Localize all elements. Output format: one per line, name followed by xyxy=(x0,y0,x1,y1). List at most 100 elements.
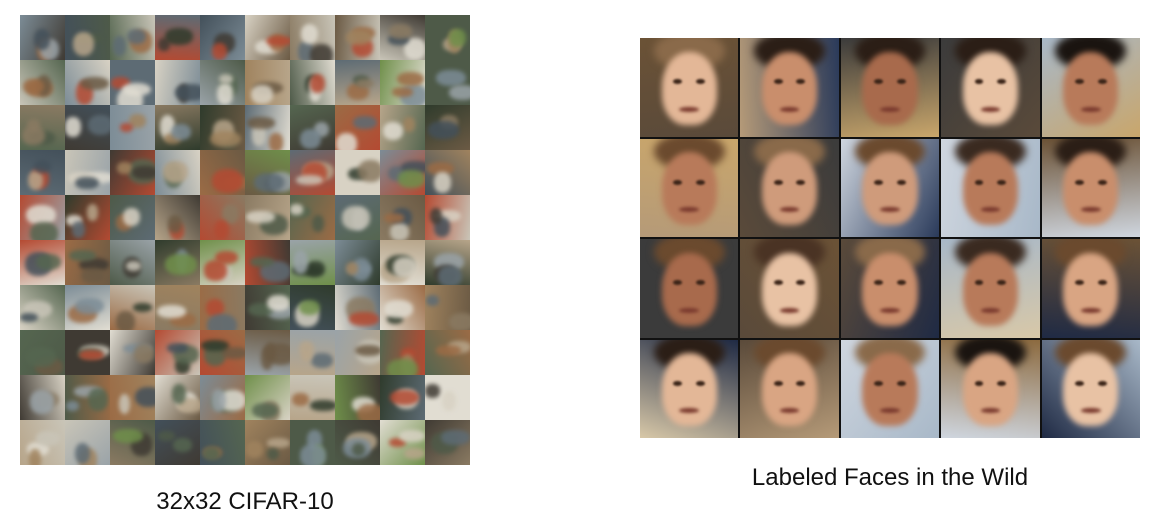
cifar-sample-grid xyxy=(20,15,470,465)
cifar-sample-image xyxy=(245,375,290,420)
lfw-face-image xyxy=(640,38,739,137)
cifar-sample-image xyxy=(110,420,155,465)
cifar-sample-image xyxy=(380,60,425,105)
lfw-face-image xyxy=(941,339,1040,438)
lfw-caption: Labeled Faces in the Wild xyxy=(751,464,1029,491)
cifar-sample-image xyxy=(110,240,155,285)
cifar-sample-image xyxy=(380,420,425,465)
cifar-sample-image xyxy=(335,105,380,150)
cifar-sample-image xyxy=(110,60,155,105)
lfw-face-image xyxy=(941,239,1040,338)
cifar-sample-image xyxy=(155,285,200,330)
cifar-sample-image xyxy=(425,15,470,60)
cifar-sample-image xyxy=(290,240,335,285)
lfw-face-image xyxy=(840,38,940,137)
cifar-sample-image xyxy=(110,15,155,60)
cifar-sample-image xyxy=(20,60,65,105)
lfw-face-image xyxy=(640,239,739,338)
cifar-sample-image xyxy=(335,60,380,105)
lfw-face-image xyxy=(740,38,839,137)
cifar-sample-image xyxy=(20,420,65,465)
cifar-sample-image xyxy=(200,150,245,195)
lfw-face-image xyxy=(1041,138,1140,237)
cifar-sample-image xyxy=(290,285,335,330)
lfw-face-image xyxy=(941,138,1040,237)
cifar-sample-image xyxy=(65,15,110,60)
lfw-face-image xyxy=(640,138,739,237)
cifar-sample-image xyxy=(380,330,425,375)
cifar-sample-image xyxy=(65,195,110,240)
cifar-sample-image xyxy=(380,105,425,150)
cifar-sample-image xyxy=(290,420,335,465)
lfw-face-image xyxy=(740,239,839,338)
lfw-face-image xyxy=(740,339,839,438)
cifar-sample-image xyxy=(245,330,290,375)
cifar-sample-image xyxy=(290,375,335,420)
cifar-sample-image xyxy=(110,285,155,330)
cifar-sample-image xyxy=(425,195,470,240)
cifar-sample-image xyxy=(155,420,200,465)
cifar-sample-image xyxy=(155,60,200,105)
cifar-sample-image xyxy=(245,15,290,60)
cifar-sample-image xyxy=(65,375,110,420)
cifar-sample-image xyxy=(425,375,470,420)
cifar-sample-image xyxy=(110,330,155,375)
cifar-sample-image xyxy=(155,240,200,285)
cifar-sample-image xyxy=(155,330,200,375)
cifar-sample-image xyxy=(200,15,245,60)
cifar-sample-image xyxy=(425,105,470,150)
cifar-sample-image xyxy=(245,150,290,195)
cifar-sample-image xyxy=(110,375,155,420)
cifar-sample-image xyxy=(335,285,380,330)
cifar-sample-image xyxy=(290,150,335,195)
lfw-face-image xyxy=(640,339,739,438)
cifar-sample-image xyxy=(110,195,155,240)
cifar-sample-image xyxy=(65,330,110,375)
cifar-sample-image xyxy=(20,240,65,285)
lfw-face-image xyxy=(1041,239,1140,338)
cifar-sample-image xyxy=(335,15,380,60)
cifar-sample-image xyxy=(65,60,110,105)
cifar-sample-image xyxy=(425,60,470,105)
cifar-sample-image xyxy=(380,150,425,195)
cifar-sample-image xyxy=(200,285,245,330)
cifar-caption: 32x32 CIFAR-10 xyxy=(156,488,334,515)
cifar-sample-image xyxy=(380,240,425,285)
cifar-sample-image xyxy=(425,420,470,465)
cifar-sample-image xyxy=(200,420,245,465)
cifar-sample-image xyxy=(110,150,155,195)
cifar-sample-image xyxy=(155,195,200,240)
cifar-sample-image xyxy=(200,375,245,420)
cifar-sample-image xyxy=(65,420,110,465)
cifar-sample-image xyxy=(380,15,425,60)
cifar-sample-image xyxy=(290,330,335,375)
cifar-sample-image xyxy=(155,105,200,150)
cifar-sample-image xyxy=(425,330,470,375)
lfw-face-image xyxy=(1041,339,1140,438)
cifar-sample-image xyxy=(335,195,380,240)
cifar-sample-image xyxy=(335,375,380,420)
cifar-sample-image xyxy=(20,15,65,60)
lfw-face-image xyxy=(840,138,940,237)
cifar-sample-image xyxy=(425,240,470,285)
cifar-sample-image xyxy=(245,105,290,150)
cifar-sample-image xyxy=(155,375,200,420)
cifar-sample-image xyxy=(65,105,110,150)
cifar-sample-image xyxy=(155,150,200,195)
cifar-sample-image xyxy=(290,105,335,150)
cifar-sample-image xyxy=(380,285,425,330)
cifar-sample-image xyxy=(65,285,110,330)
cifar-sample-image xyxy=(290,60,335,105)
cifar-sample-image xyxy=(290,15,335,60)
lfw-face-image xyxy=(740,138,839,237)
cifar-sample-image xyxy=(380,375,425,420)
cifar-sample-image xyxy=(155,15,200,60)
cifar-sample-image xyxy=(200,330,245,375)
cifar-sample-image xyxy=(380,195,425,240)
lfw-face-image xyxy=(1041,38,1140,137)
cifar-sample-image xyxy=(200,105,245,150)
cifar-sample-image xyxy=(335,420,380,465)
cifar-sample-image xyxy=(65,240,110,285)
cifar-sample-image xyxy=(335,330,380,375)
cifar-sample-image xyxy=(245,420,290,465)
